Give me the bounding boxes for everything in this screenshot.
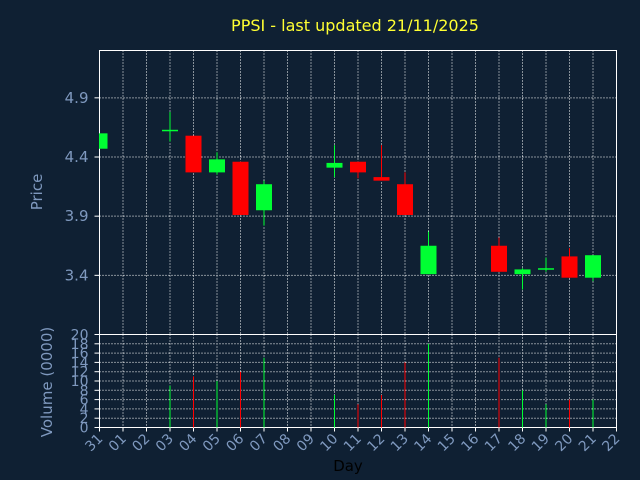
day-tick-label: 03 — [153, 431, 177, 455]
volume-tick-label: 0 — [80, 421, 89, 437]
price-tick-label: 4.4 — [65, 148, 89, 166]
day-tick-label: 08 — [270, 431, 294, 455]
day-tick-label: 07 — [247, 431, 271, 455]
candle-body — [538, 268, 554, 270]
volume-tick-label: 14 — [71, 355, 89, 371]
volume-tick-label: 16 — [71, 346, 89, 362]
day-tick-label: 14 — [411, 431, 435, 455]
day-tick-label: 17 — [482, 431, 506, 455]
volume-tick-label: 18 — [71, 337, 89, 353]
day-tick-label: 21 — [576, 431, 600, 455]
price-tick-label: 3.4 — [65, 266, 89, 284]
chart-title: PPSI - last updated 21/11/2025 — [231, 16, 479, 35]
candle-body — [350, 161, 366, 173]
candlesticks — [99, 112, 601, 290]
volume-tick-label: 2 — [80, 411, 89, 427]
volume-tick-label: 20 — [71, 328, 89, 344]
day-tick-label: 06 — [223, 431, 247, 455]
day-tick-label: 18 — [505, 431, 529, 455]
candle-body — [162, 129, 178, 132]
day-tick-label: 12 — [364, 431, 388, 455]
candle-body — [585, 255, 601, 278]
candle-body — [256, 184, 272, 211]
price-tick-label: 4.9 — [65, 89, 89, 107]
price-tick-label: 3.9 — [65, 207, 89, 225]
candle-body — [491, 245, 507, 272]
candle-body — [397, 184, 413, 215]
day-tick-label: 11 — [341, 431, 365, 455]
volume-axis-label: Volume (0000) — [38, 327, 56, 437]
price-grid — [99, 50, 617, 335]
day-tick-label: 02 — [129, 431, 153, 455]
day-tick-label: 01 — [106, 431, 130, 455]
price-panel: 3.4 3.9 4.4 4.9 Price — [28, 50, 617, 335]
volume-tick-label: 10 — [71, 374, 89, 390]
day-axis-label: Day — [333, 457, 363, 475]
candle-body — [514, 269, 531, 275]
volume-tick-label: 6 — [80, 393, 89, 409]
day-tick-label: 19 — [529, 431, 553, 455]
day-tick-label: 09 — [294, 431, 318, 455]
candle-body — [232, 161, 249, 215]
price-axis-label: Price — [28, 174, 46, 211]
day-tick-label: 22 — [599, 431, 623, 455]
volume-tick-label: 12 — [71, 365, 89, 381]
day-tick-label: 15 — [435, 431, 459, 455]
candle-body — [209, 159, 225, 173]
volume-bars — [169, 343, 594, 428]
candle-body — [326, 162, 343, 168]
candle-body — [373, 177, 390, 181]
volume-tick-label: 4 — [80, 402, 89, 418]
day-tick-label: 04 — [176, 431, 200, 455]
day-tick-label: 05 — [200, 431, 224, 455]
day-tick-label: 10 — [317, 431, 341, 455]
volume-tick-label: 8 — [80, 383, 89, 399]
day-tick-label: 13 — [388, 431, 412, 455]
candle-body — [99, 133, 108, 149]
candle-body — [420, 245, 437, 275]
candle-body — [185, 135, 202, 173]
day-tick-label: 20 — [552, 431, 576, 455]
day-tick-label: 16 — [458, 431, 482, 455]
day-x-ticks: 31 01 02 03 04 05 06 07 08 09 10 11 12 13 14 15 16 17 18 19… — [82, 427, 623, 455]
price-y-ticks: 3.4 3.9 4.4 4.9 — [65, 89, 100, 284]
candle-body — [561, 256, 578, 278]
